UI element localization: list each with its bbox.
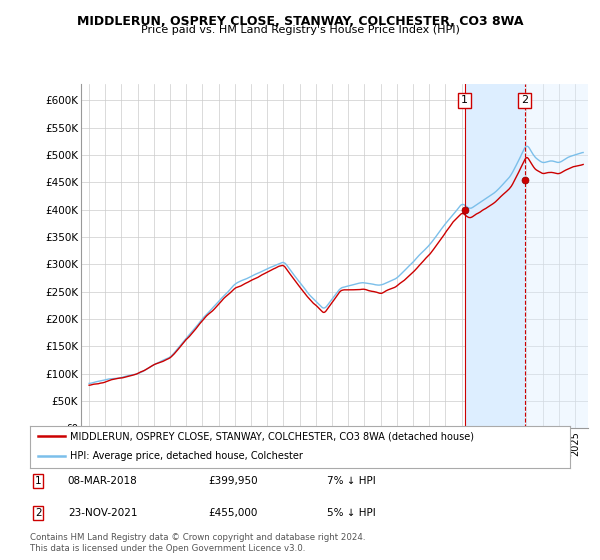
Text: 1: 1 [35,476,41,486]
Text: 5% ↓ HPI: 5% ↓ HPI [327,508,376,518]
Text: 23-NOV-2021: 23-NOV-2021 [68,508,137,518]
Text: HPI: Average price, detached house, Colchester: HPI: Average price, detached house, Colc… [71,451,304,461]
Text: £455,000: £455,000 [208,508,257,518]
Text: Price paid vs. HM Land Registry's House Price Index (HPI): Price paid vs. HM Land Registry's House … [140,25,460,35]
Text: MIDDLERUN, OSPREY CLOSE, STANWAY, COLCHESTER, CO3 8WA (detached house): MIDDLERUN, OSPREY CLOSE, STANWAY, COLCHE… [71,431,475,441]
Text: 2: 2 [35,508,41,518]
Text: £399,950: £399,950 [208,476,258,486]
Text: 08-MAR-2018: 08-MAR-2018 [68,476,137,486]
Text: 7% ↓ HPI: 7% ↓ HPI [327,476,376,486]
Text: 1: 1 [461,95,468,105]
Text: 2: 2 [521,95,529,105]
Text: MIDDLERUN, OSPREY CLOSE, STANWAY, COLCHESTER, CO3 8WA: MIDDLERUN, OSPREY CLOSE, STANWAY, COLCHE… [77,15,523,27]
Bar [464,84,525,428]
Bar [525,84,588,428]
Text: Contains HM Land Registry data © Crown copyright and database right 2024.
This d: Contains HM Land Registry data © Crown c… [30,533,365,553]
